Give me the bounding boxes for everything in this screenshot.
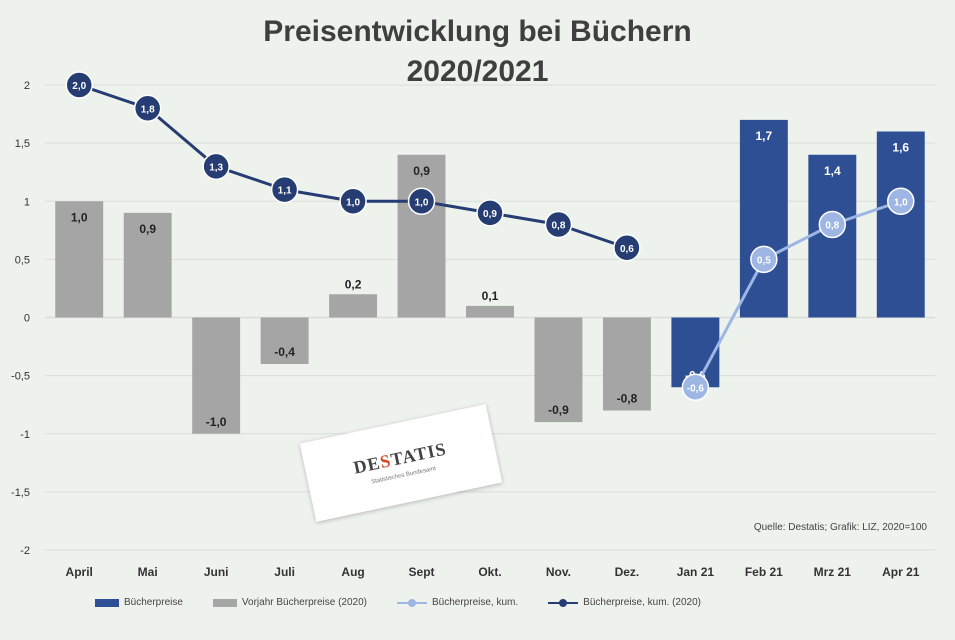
y-tick-label: -1,5	[11, 487, 30, 499]
y-tick-label: 0	[24, 313, 30, 325]
legend-item-kum: Bücherpreise, kum.	[397, 597, 518, 608]
legend: Bücherpreise Vorjahr Bücherpreise (2020)…	[95, 597, 701, 608]
bar	[260, 317, 309, 364]
y-tick-label: 1,5	[15, 138, 30, 150]
point-data-label: 0,5	[757, 255, 771, 266]
point-data-label: 2,0	[72, 81, 86, 92]
y-tick-label: -1	[20, 429, 30, 441]
bar	[876, 131, 925, 318]
line-point	[133, 94, 162, 122]
bar	[192, 317, 241, 434]
point-data-label: 0,6	[620, 244, 634, 255]
bar-data-label: -1,0	[206, 415, 227, 429]
x-tick-label: Dez.	[615, 565, 640, 579]
x-tick-label: Feb 21	[745, 565, 783, 579]
legend-swatch-light-line	[397, 598, 427, 607]
point-data-label: 1,1	[278, 186, 292, 197]
legend-item-buecherpreise: Bücherpreise	[95, 597, 183, 608]
bar	[397, 154, 446, 318]
y-tick-label: 2	[24, 80, 30, 92]
bar-data-label: 0,9	[139, 222, 156, 236]
y-tick-label: 0,5	[15, 254, 30, 266]
bar-data-label: 1,7	[756, 129, 773, 143]
bar	[602, 317, 651, 411]
line-point	[65, 71, 93, 99]
x-tick-label: Sept	[409, 565, 435, 579]
point-data-label: 0,9	[483, 209, 497, 220]
line-point	[750, 245, 778, 274]
bar-data-label: 0,9	[413, 164, 430, 178]
bar-data-label: -0,8	[617, 392, 638, 406]
line-point	[270, 175, 299, 204]
line-point	[613, 234, 641, 262]
legend-item-kum-2020: Bücherpreise, kum. (2020)	[548, 597, 701, 608]
logo-text-part: DE	[351, 452, 383, 478]
y-tick-label: 1	[24, 196, 30, 208]
bar	[329, 294, 378, 318]
bar-data-label: 0,1	[482, 289, 499, 303]
line-point	[339, 187, 367, 215]
line-point	[818, 210, 847, 239]
bar	[739, 119, 788, 318]
point-data-label: 1,0	[894, 197, 908, 208]
y-tick-label: -2	[20, 545, 30, 557]
x-tick-label: Nov.	[546, 565, 571, 579]
x-tick-label: Mai	[138, 565, 158, 579]
chart-title-line-2: 2020/2021	[406, 55, 549, 88]
line-point	[407, 187, 436, 215]
legend-swatch-blue-bar	[95, 598, 119, 607]
legend-swatch-dark-line	[548, 598, 579, 607]
point-data-label: 0,8	[825, 221, 839, 232]
logo-text-part: TATIS	[388, 438, 449, 470]
x-tick-label: Juli	[274, 565, 295, 579]
bar	[55, 201, 104, 318]
bar	[123, 212, 172, 318]
x-tick-label: Juni	[204, 565, 229, 579]
x-tick-label: April	[66, 565, 93, 579]
line-point	[202, 152, 230, 181]
x-tick-label: Mrz 21	[814, 565, 852, 579]
point-data-label: 1,0	[415, 197, 429, 208]
legend-label: Bücherpreise, kum.	[432, 597, 519, 608]
bar-data-label: -0,9	[548, 403, 569, 417]
bar-data-label: 0,2	[345, 277, 362, 291]
point-data-label: 1,3	[209, 162, 223, 173]
point-data-label: -0,6	[687, 383, 705, 394]
point-data-label: 0,8	[552, 221, 566, 232]
point-data-label: 1,8	[141, 104, 155, 115]
chart-title: Preisentwicklung bei Büchern 2020/2021	[0, 12, 955, 92]
x-tick-label: Aug	[341, 565, 364, 579]
x-tick-label: Okt.	[478, 565, 501, 579]
x-tick-label: Jan 21	[677, 565, 715, 579]
bar-data-label: 1,0	[71, 210, 88, 224]
x-tick-label: Apr 21	[882, 565, 920, 579]
line-point	[476, 199, 504, 227]
line-point	[681, 373, 710, 401]
line-point	[544, 210, 573, 239]
y-tick-label: -0,5	[11, 371, 30, 383]
bar-data-label: 1,4	[824, 164, 841, 178]
source-note: Quelle: Destatis; Grafik: LIZ, 2020=100	[753, 522, 927, 533]
legend-label: Vorjahr Bücherpreise (2020)	[241, 597, 367, 608]
point-data-label: 1,0	[346, 197, 360, 208]
line-point	[887, 187, 915, 215]
legend-label: Bücherpreise, kum. (2020)	[583, 597, 701, 608]
chart-title-line-1: Preisentwicklung bei Büchern	[263, 15, 692, 48]
legend-swatch-grey-bar	[212, 598, 237, 607]
series-line	[694, 199, 902, 388]
legend-label: Bücherpreise	[124, 597, 183, 608]
bar	[466, 305, 514, 318]
bar	[534, 317, 583, 423]
legend-item-vorjahr: Vorjahr Bücherpreise (2020)	[212, 597, 367, 608]
bar-data-label: 1,6	[892, 141, 909, 155]
bar-data-label: -0,4	[274, 345, 295, 359]
